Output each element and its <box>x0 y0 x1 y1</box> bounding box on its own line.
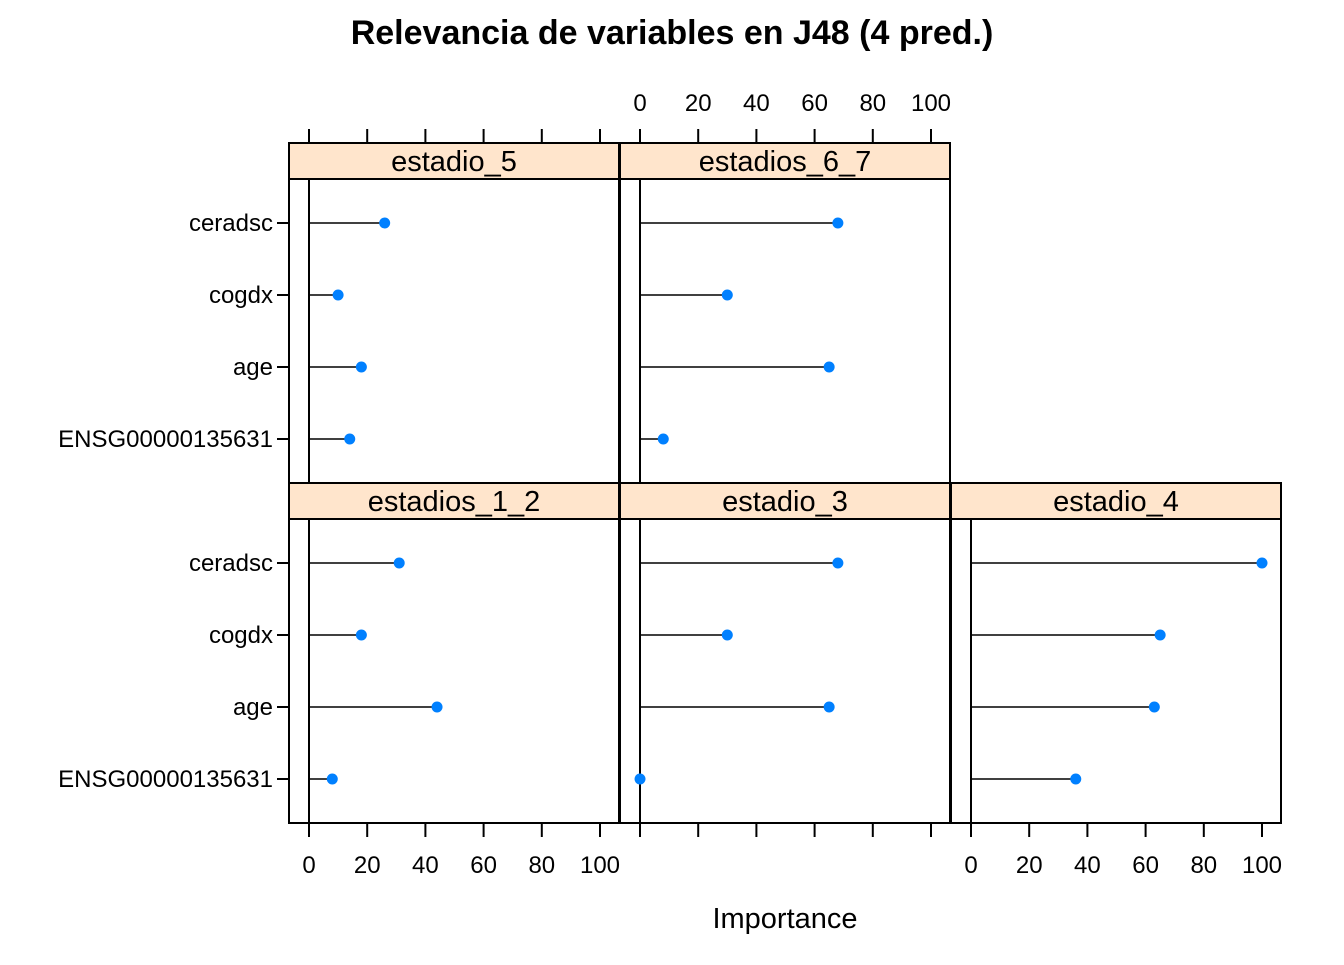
importance-point <box>355 361 367 373</box>
importance-point <box>355 629 367 641</box>
x-tick-label: 20 <box>685 90 712 117</box>
strip-label: estadio_5 <box>391 146 517 178</box>
x-tick-label: 60 <box>1132 852 1159 879</box>
x-tick-label: 80 <box>528 852 555 879</box>
x-tick-label: 20 <box>1016 852 1043 879</box>
importance-point <box>344 433 356 445</box>
x-tick-label: 60 <box>470 852 497 879</box>
panel-frame <box>619 178 951 484</box>
strip-label: estadio_4 <box>1053 486 1179 518</box>
importance-point <box>823 361 835 373</box>
x-tick-label: 80 <box>859 90 886 117</box>
x-tick-label: 0 <box>633 90 646 117</box>
category-label: ENSG00000135631 <box>58 426 273 453</box>
strip-label: estadio_3 <box>722 486 848 518</box>
x-axis-ticks: 0 20 40 60 80 100 <box>964 823 1282 879</box>
category-labels: ceradsc cogdx age ENSG00000135631 ceradsc cog… <box>58 210 289 793</box>
x-axis-label: Importance <box>712 903 857 935</box>
strip-background <box>619 482 951 520</box>
category-label: ceradsc <box>189 210 273 237</box>
x-tick-label: 60 <box>801 90 828 117</box>
importance-point <box>657 433 669 445</box>
strip-label: estadios_1_2 <box>368 486 541 518</box>
panel-frame <box>288 518 620 824</box>
importance-point <box>431 701 443 713</box>
importance-point <box>379 217 391 229</box>
importance-point <box>823 701 835 713</box>
category-label: cogdx <box>209 622 273 649</box>
panel-estadio_4: estadio_4 <box>950 482 1282 824</box>
x-axis-ticks: 0 20 40 60 80 100 <box>302 823 620 879</box>
panels-layer: estadio_5 estadios_6_7 estadios_1_2 estadio… <box>288 142 1282 824</box>
x-tick-label: 40 <box>1074 852 1101 879</box>
panel-frame <box>619 518 951 824</box>
category-label: age <box>233 694 273 721</box>
x-tick-label: 80 <box>1190 852 1217 879</box>
importance-point <box>393 557 405 569</box>
panel-estadio_5: estadio_5 <box>288 142 620 484</box>
axes-layer: 0 20 40 60 80 100 0 20 40 60 80 100 0 20 40 60 80 100 <box>302 90 1282 879</box>
x-axis-ticks <box>308 129 601 143</box>
category-label: age <box>233 354 273 381</box>
strip-label: estadios_6_7 <box>699 146 872 178</box>
x-tick-label: 20 <box>354 852 381 879</box>
x-tick-label: 40 <box>412 852 439 879</box>
panel-frame <box>950 518 1282 824</box>
importance-point <box>832 557 844 569</box>
x-axis-ticks: 0 20 40 60 80 100 <box>633 90 951 143</box>
category-label: cogdx <box>209 282 273 309</box>
x-tick-label: 40 <box>743 90 770 117</box>
importance-point <box>1148 701 1160 713</box>
importance-point <box>1070 773 1082 785</box>
importance-point <box>1154 629 1166 641</box>
panel-estadios_1_2: estadios_1_2 <box>288 482 620 824</box>
category-label: ceradsc <box>189 550 273 577</box>
x-tick-label: 0 <box>964 852 977 879</box>
x-tick-label: 0 <box>302 852 315 879</box>
importance-point <box>1256 557 1268 569</box>
category-label: ENSG00000135631 <box>58 766 273 793</box>
x-axis-ticks <box>639 823 932 837</box>
x-tick-label: 100 <box>1242 852 1282 879</box>
importance-point <box>832 217 844 229</box>
importance-point <box>721 629 733 641</box>
importance-point <box>326 773 338 785</box>
importance-point <box>634 773 646 785</box>
importance-point <box>332 289 344 301</box>
strip-background <box>288 142 620 180</box>
chart-title: Relevancia de variables en J48 (4 pred.) <box>351 14 994 52</box>
importance-point <box>721 289 733 301</box>
x-tick-label: 100 <box>911 90 951 117</box>
panel-frame <box>288 178 620 484</box>
strip-background <box>950 482 1282 520</box>
panel-estadios_6_7: estadios_6_7 <box>619 142 951 484</box>
x-tick-label: 100 <box>580 852 620 879</box>
panel-estadio_3: estadio_3 <box>619 482 951 824</box>
